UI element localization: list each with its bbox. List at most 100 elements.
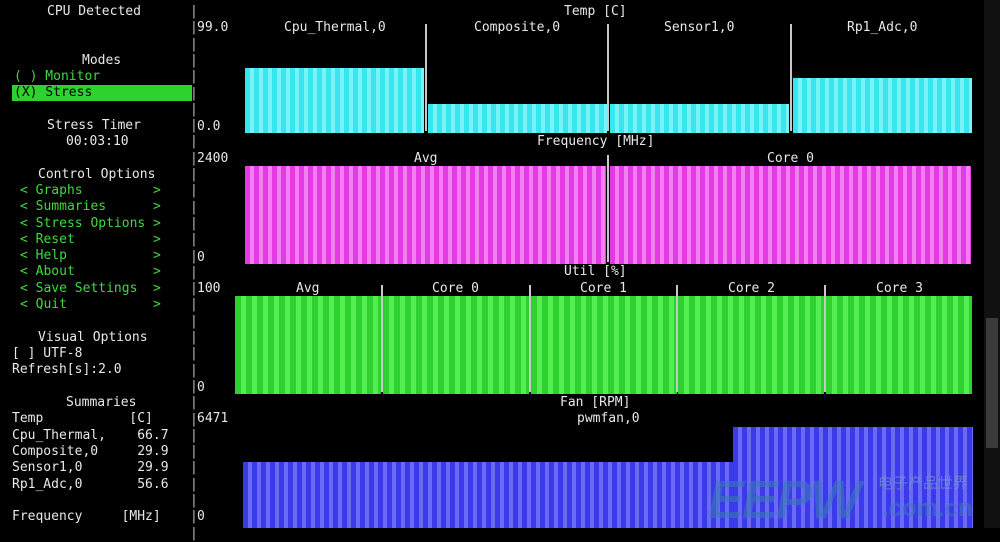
- divider-pipe: |: [190, 232, 198, 247]
- temp-series-divider: [425, 24, 427, 131]
- temp-bar: [610, 104, 789, 133]
- temp-series-divider: [790, 24, 792, 131]
- watermark-brand: EEPW: [708, 470, 865, 528]
- menu-help[interactable]: < Help >: [20, 248, 161, 263]
- divider-pipe: |: [190, 118, 198, 133]
- divider-pipe: |: [190, 281, 198, 296]
- util-series-label: Avg: [296, 281, 320, 296]
- divider-pipe: |: [190, 346, 198, 361]
- summary-row-cpu-thermal: Cpu_Thermal, 66.7: [12, 428, 169, 443]
- divider-pipe: |: [190, 167, 198, 182]
- mode-stress-radio[interactable]: (X) Stress: [12, 85, 192, 101]
- menu-stress-options[interactable]: < Stress Options >: [20, 216, 161, 231]
- divider-pipe: |: [190, 183, 198, 198]
- util-series-label: Core 0: [432, 281, 479, 296]
- divider-pipe: |: [190, 86, 198, 101]
- divider-pipe: |: [190, 379, 198, 394]
- fan-bar: [733, 427, 973, 528]
- temp-bar: [245, 68, 424, 133]
- menu-about[interactable]: < About >: [20, 264, 161, 279]
- divider-pipe: |: [190, 53, 198, 68]
- summary-temp-row: Temp [C]: [12, 411, 153, 426]
- divider-pipe: |: [190, 216, 198, 231]
- fan-ymax: 6471: [197, 411, 229, 426]
- divider-pipe: |: [190, 134, 198, 149]
- util-ymax: 100: [197, 281, 221, 297]
- freq-ymax: 2400: [197, 151, 229, 167]
- control-options-header: Control Options: [38, 167, 156, 182]
- util-bar: [826, 296, 972, 394]
- freq-bar: [610, 166, 971, 264]
- stress-timer-label: Stress Timer: [47, 118, 141, 133]
- menu-summaries[interactable]: < Summaries >: [20, 199, 161, 214]
- divider-pipe: |: [190, 509, 198, 524]
- divider-pipe: |: [190, 200, 198, 215]
- freq-ymin: 0: [197, 250, 205, 266]
- util-bar: [531, 296, 677, 394]
- temp-series-label: Sensor1,0: [664, 20, 735, 35]
- mode-monitor-radio[interactable]: ( ) Monitor: [14, 69, 101, 84]
- temp-series-label: Composite,0: [474, 20, 561, 35]
- fan-bar: [243, 462, 733, 528]
- fan-title: Fan [RPM]: [560, 395, 631, 410]
- freq-bar: [245, 166, 606, 264]
- divider-pipe: |: [190, 297, 198, 312]
- temp-series-label: Rp1_Adc,0: [847, 20, 918, 35]
- util-series-divider: [529, 285, 531, 392]
- refresh-setting[interactable]: Refresh[s]:2.0: [12, 362, 122, 377]
- util-series-divider: [381, 285, 383, 392]
- eepw-watermark: EEPW 电子产品世界 .com.cn: [708, 470, 973, 528]
- util-series-label: Core 3: [876, 281, 923, 296]
- scrollbar-thumb[interactable]: [986, 318, 998, 448]
- util-title: Util [%]: [564, 264, 627, 279]
- util-series-divider: [676, 285, 678, 392]
- util-bar: [235, 296, 381, 394]
- util-series-divider: [824, 285, 826, 392]
- divider-pipe: |: [190, 363, 198, 378]
- util-bar: [678, 296, 824, 394]
- divider-pipe: |: [190, 460, 198, 475]
- freq-series-label: Core 0: [767, 151, 814, 166]
- temp-title: Temp [C]: [564, 4, 627, 19]
- menu-quit[interactable]: < Quit >: [20, 297, 161, 312]
- utf8-checkbox[interactable]: [ ] UTF-8: [12, 346, 83, 361]
- menu-reset[interactable]: < Reset >: [20, 232, 161, 247]
- divider-pipe: |: [190, 102, 198, 117]
- divider-pipe: |: [190, 20, 198, 35]
- freq-series-label: Avg: [414, 151, 438, 166]
- summary-row-rp1-adc: Rp1_Adc,0 56.6: [12, 477, 169, 492]
- util-bar: [383, 296, 529, 394]
- menu-graphs[interactable]: < Graphs >: [20, 183, 161, 198]
- divider-pipe: |: [190, 428, 198, 443]
- summary-row-sensor1: Sensor1,0 29.9: [12, 460, 169, 475]
- temp-ymin: 0.0: [197, 119, 221, 135]
- temp-series-label: Cpu_Thermal,0: [284, 20, 386, 35]
- temp-bar: [428, 104, 607, 133]
- menu-save-settings[interactable]: < Save Settings >: [20, 281, 161, 296]
- freq-title: Frequency [MHz]: [537, 134, 655, 149]
- cpu-detected-label: CPU Detected: [47, 4, 141, 19]
- freq-series-divider: [607, 155, 609, 262]
- temp-bar: [793, 78, 972, 133]
- watermark-cn: 电子产品世界: [878, 474, 968, 492]
- divider-pipe: |: [190, 395, 198, 410]
- watermark-url: .com.cn: [882, 495, 973, 522]
- divider-pipe: |: [190, 37, 198, 52]
- divider-pipe: |: [190, 477, 198, 492]
- divider-pipe: |: [190, 314, 198, 329]
- divider-pipe: |: [190, 151, 198, 166]
- util-series-label: Core 2: [728, 281, 775, 296]
- divider-pipe: |: [190, 69, 198, 84]
- divider-pipe: |: [190, 249, 198, 264]
- divider-pipe: |: [190, 412, 198, 427]
- divider-pipe: |: [190, 265, 198, 280]
- util-series-label: Core 1: [580, 281, 627, 296]
- divider-pipe: |: [190, 493, 198, 508]
- util-ymin: 0: [197, 380, 205, 396]
- temp-ymax: 99.0: [197, 20, 229, 36]
- scrollbar[interactable]: [984, 0, 1000, 528]
- summary-frequency-row: Frequency [MHz]: [12, 509, 161, 524]
- summaries-header: Summaries: [66, 395, 137, 410]
- temp-series-divider: [607, 24, 609, 131]
- divider-pipe: |: [190, 330, 198, 345]
